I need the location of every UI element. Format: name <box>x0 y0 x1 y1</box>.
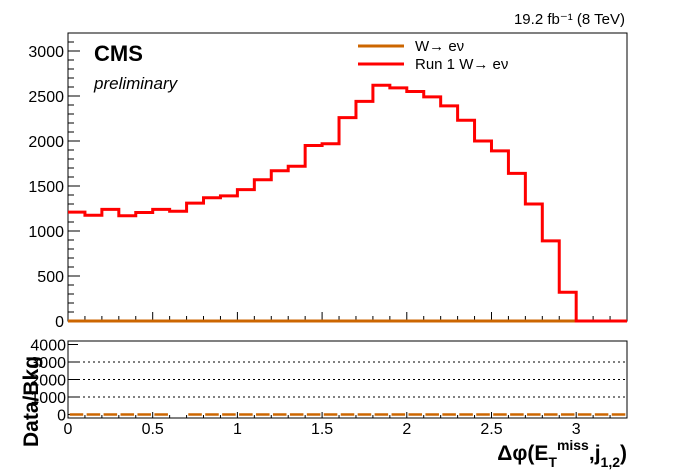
ratio-y-tick-label: 4000 <box>30 338 66 355</box>
y-tick-label: 0 <box>55 314 64 331</box>
ratio-y-tick-label: 1000 <box>30 390 66 407</box>
x-axis-label-sup1: miss <box>557 437 589 453</box>
y-tick-label: 2000 <box>28 134 64 151</box>
series-run1-w-enu <box>68 83 627 323</box>
x-tick-label: 2.5 <box>480 421 502 438</box>
y-tick-label: 500 <box>37 269 64 286</box>
x-tick-label: 0.5 <box>142 421 164 438</box>
legend-label-w-enu: W→ eν <box>415 38 464 55</box>
ratio-grid <box>68 361 627 398</box>
x-tick-label: 3 <box>572 421 581 438</box>
x-tick-label: 1 <box>233 421 242 438</box>
ratio-y-tick-label: 0 <box>57 408 66 425</box>
x-axis-label-prefix: Δφ(E <box>497 442 548 465</box>
preliminary-label: preliminary <box>93 74 179 93</box>
x-axis-label-mid: ,j <box>589 442 601 465</box>
y-tick-label: 1500 <box>28 179 64 196</box>
ratio-x-axis: 0 0.5 1 1.5 2 2.5 3 <box>64 412 611 438</box>
y-tick-label: 2500 <box>28 89 64 106</box>
y-tick-label: 3000 <box>28 44 64 61</box>
ratio-y-axis-label: Data/Bkg <box>20 356 43 447</box>
x-tick-label: 1.5 <box>311 421 333 438</box>
y-tick-label: 1000 <box>28 224 64 241</box>
ratio-y-tick-label: 3000 <box>30 355 66 372</box>
series-layer <box>68 83 627 323</box>
ratio-y-tick-label: 2000 <box>30 373 66 390</box>
main-y-axis: 0 500 1000 1500 2000 2500 3000 <box>28 41 80 331</box>
legend-label-run1-w-enu: Run 1 W→ eν <box>415 56 508 73</box>
x-axis-label-sub1: T <box>548 454 557 470</box>
x-axis-label: Δφ(ETmiss,j1,2) <box>497 437 627 470</box>
x-tick-label: 2 <box>402 421 411 438</box>
x-tick-label: 0 <box>64 421 73 438</box>
main-panel: 0 500 1000 1500 2000 2500 3000 CMS preliminary… <box>28 32 628 331</box>
x-axis-label-suffix: ) <box>620 442 627 465</box>
cms-label: CMS <box>94 41 143 66</box>
lumi-label: 19.2 fb⁻¹ (8 TeV) <box>514 11 625 28</box>
legend: W→ eν Run 1 W→ eν <box>358 38 508 73</box>
x-axis-label-sub2: 1,2 <box>601 454 621 470</box>
